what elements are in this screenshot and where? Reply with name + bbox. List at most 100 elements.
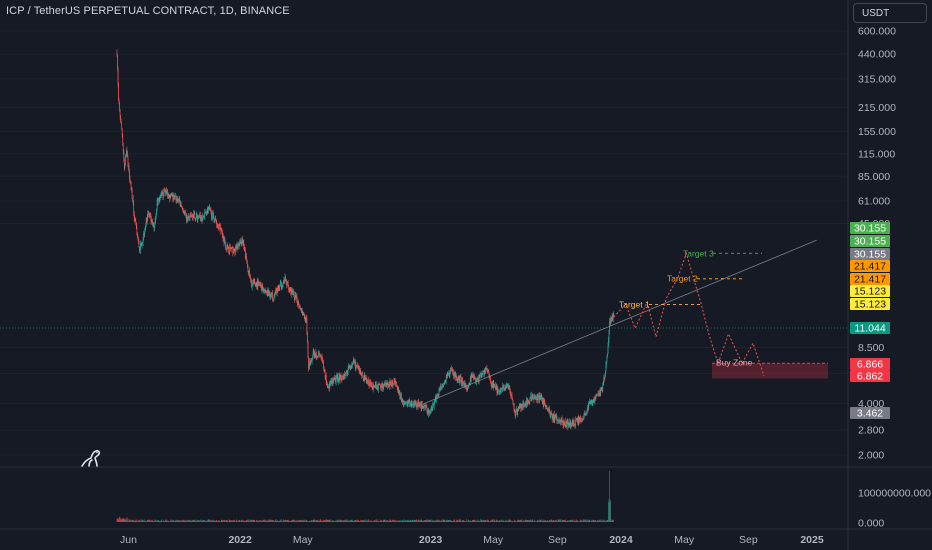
volume-bar xyxy=(506,520,508,522)
volume-bar xyxy=(461,521,462,522)
candle-body xyxy=(354,361,356,363)
volume-bar xyxy=(482,520,484,522)
volume-bar xyxy=(217,521,219,522)
symbol-title[interactable]: ICP / TetherUS PERPETUAL CONTRACT, 1D, B… xyxy=(6,5,290,17)
candle-body xyxy=(358,368,360,370)
candle-body xyxy=(233,248,235,252)
candle-body xyxy=(588,404,590,409)
candle-body xyxy=(557,420,559,421)
candle-body xyxy=(565,421,567,425)
volume-bar xyxy=(183,519,185,522)
volume-bar xyxy=(398,520,400,522)
volume-bar xyxy=(447,519,449,522)
candle-body xyxy=(389,381,391,385)
candle-body xyxy=(449,372,450,376)
volume-bar xyxy=(292,519,294,522)
volume-bar xyxy=(148,519,150,522)
volume-bar xyxy=(315,520,317,522)
candle-body xyxy=(579,418,581,419)
volume-bar xyxy=(422,521,424,522)
candle-body xyxy=(341,375,343,380)
candle-body xyxy=(537,395,539,401)
volume-bar xyxy=(584,519,586,522)
candle-body xyxy=(377,384,378,390)
candle-body xyxy=(597,393,599,395)
volume-bar xyxy=(337,520,339,522)
volume-bar xyxy=(422,520,424,522)
volume-bar xyxy=(456,519,458,522)
volume-bar xyxy=(229,520,231,522)
candle-body xyxy=(276,289,278,294)
candle-body xyxy=(289,288,291,291)
volume-bar xyxy=(291,519,293,522)
volume-bar xyxy=(265,521,267,522)
candle-body xyxy=(148,213,150,216)
volume-bar xyxy=(406,520,407,522)
volume-bar xyxy=(451,520,452,522)
candle-body xyxy=(269,294,271,297)
candle-body xyxy=(176,198,177,201)
volume-bar xyxy=(223,520,224,522)
volume-bar xyxy=(525,520,527,522)
volume-bar xyxy=(452,520,454,522)
candle-body xyxy=(549,412,551,416)
candle-body xyxy=(173,196,175,198)
volume-bar xyxy=(523,521,525,522)
candle-body xyxy=(140,243,141,251)
volume-bar xyxy=(594,520,595,522)
candle-body xyxy=(603,377,605,382)
candle-body xyxy=(483,371,485,375)
volume-bar xyxy=(533,521,534,522)
candle-body xyxy=(588,403,590,405)
candle-body xyxy=(253,280,255,283)
candle-body xyxy=(163,189,165,196)
candle-body xyxy=(463,384,465,386)
candle-body xyxy=(446,372,448,379)
volume-bar xyxy=(117,518,118,522)
volume-bar xyxy=(357,520,359,522)
volume-bar xyxy=(122,519,124,522)
candle-body xyxy=(160,194,162,196)
price-tag-label: 15.123 xyxy=(854,286,886,298)
candle-body xyxy=(251,281,252,287)
volume-bar xyxy=(235,520,237,522)
candle-body xyxy=(170,194,172,196)
candle-body xyxy=(447,374,449,376)
volume-bar xyxy=(211,520,212,522)
candle-body xyxy=(569,422,570,426)
candle-body xyxy=(175,195,176,197)
candle-body xyxy=(191,214,192,218)
candle-body xyxy=(122,134,124,145)
price-axis[interactable]: 600.000440.000315.000215.000155.000115.0… xyxy=(858,26,896,462)
volume-bar xyxy=(417,520,418,522)
volume-bar xyxy=(354,520,356,522)
candle-body xyxy=(487,370,488,372)
volume-bar xyxy=(437,520,439,522)
volume-bar xyxy=(351,519,353,522)
currency-selector[interactable]: USDT xyxy=(853,3,927,23)
candle-body xyxy=(521,404,522,410)
candle-body xyxy=(550,412,552,415)
candle-body xyxy=(524,404,526,406)
volume-bar xyxy=(572,520,573,522)
candle-body xyxy=(482,371,484,372)
candle-body xyxy=(386,383,388,387)
candle-body xyxy=(409,400,411,407)
volume-bar xyxy=(439,520,441,522)
volume-bar xyxy=(539,519,540,522)
volume-bar xyxy=(543,520,545,522)
volume-bar xyxy=(548,520,550,522)
volume-axis[interactable]: 100000000.0000.000 xyxy=(858,488,931,530)
candle-body xyxy=(294,294,296,300)
candle-body xyxy=(494,384,496,386)
candle-body xyxy=(609,321,610,331)
candle-body xyxy=(233,251,234,254)
candle-body xyxy=(383,385,385,386)
candle-body xyxy=(206,212,208,216)
time-axis[interactable]: Jun 2022 May 2023 May Sep 2024 May Sep 2025 xyxy=(120,534,824,546)
volume-bar xyxy=(542,520,544,522)
volume-bar xyxy=(532,519,534,522)
volume-bar xyxy=(189,519,191,522)
volume-bar xyxy=(517,519,519,522)
